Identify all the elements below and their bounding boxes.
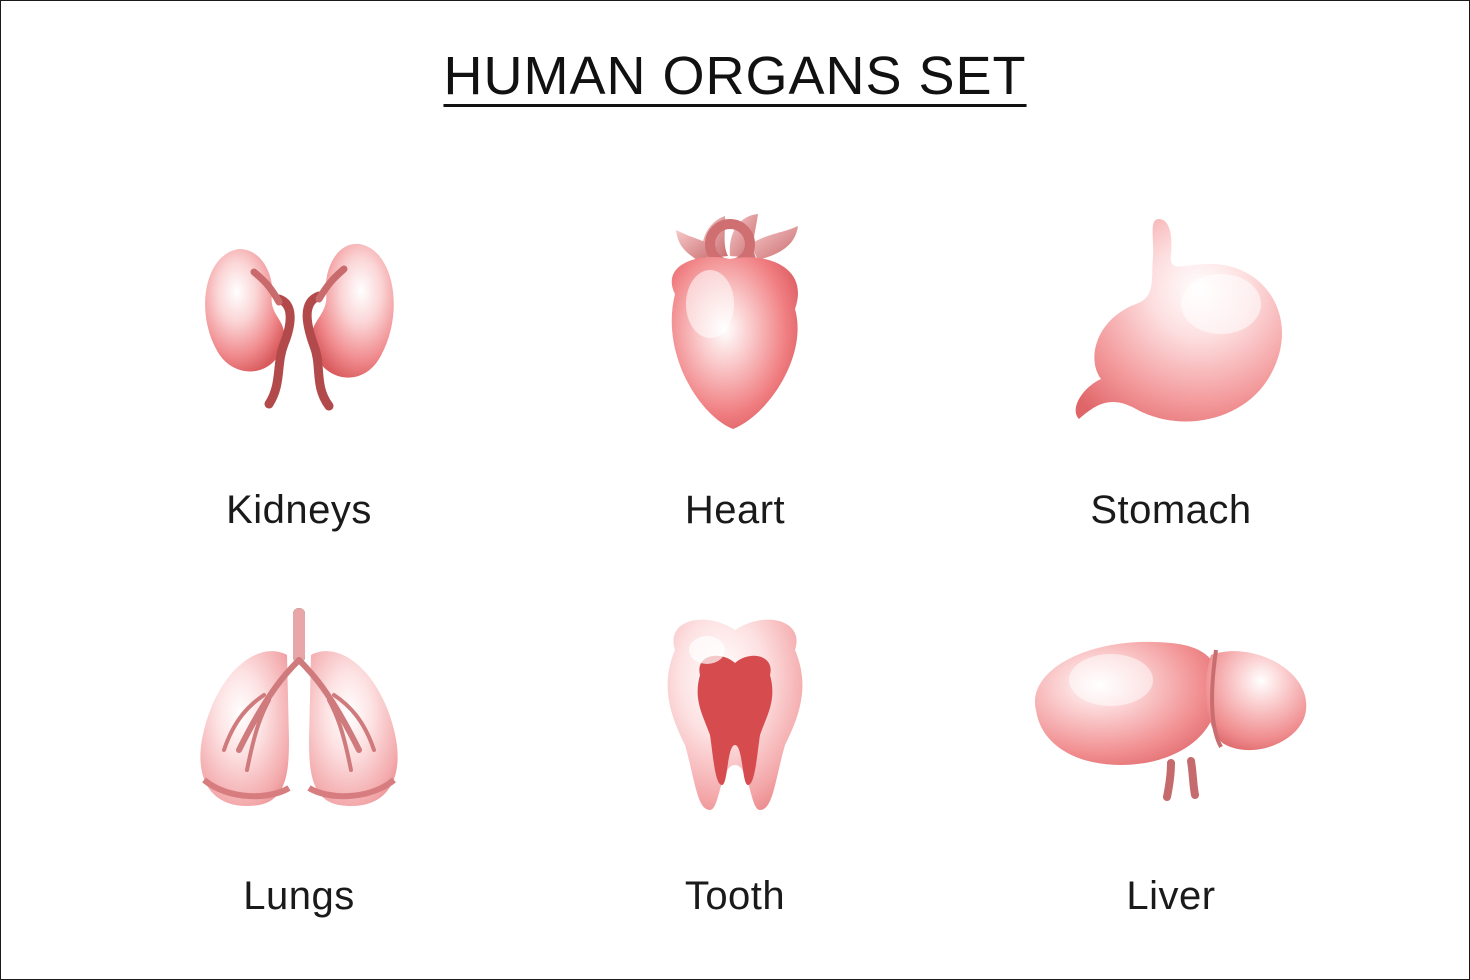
organ-cell-liver: Liver (973, 563, 1369, 919)
organ-label: Tooth (685, 874, 785, 919)
organ-label: Stomach (1090, 488, 1251, 533)
organ-cell-heart: Heart (537, 177, 933, 533)
organ-cell-stomach: Stomach (973, 177, 1369, 533)
organ-cell-lungs: Lungs (101, 563, 497, 919)
lungs-icon (101, 563, 497, 856)
kidneys-icon (101, 177, 497, 470)
organ-label: Lungs (243, 874, 354, 919)
organ-cell-tooth: Tooth (537, 563, 933, 919)
page-title: HUMAN ORGANS SET (443, 45, 1026, 107)
stomach-icon (973, 177, 1369, 470)
organ-label: Heart (685, 488, 785, 533)
organ-label: Liver (1126, 874, 1215, 919)
organ-cell-kidneys: Kidneys (101, 177, 497, 533)
infographic-canvas: HUMAN ORGANS SET (0, 0, 1470, 980)
tooth-icon (537, 563, 933, 856)
organ-grid: Kidneys (1, 177, 1469, 979)
heart-icon (537, 177, 933, 470)
liver-icon (973, 563, 1369, 856)
organ-label: Kidneys (226, 488, 372, 533)
